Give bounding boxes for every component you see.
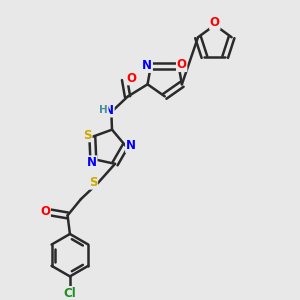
- Text: H: H: [99, 105, 108, 115]
- Text: O: O: [210, 16, 220, 29]
- Text: N: N: [87, 156, 97, 169]
- Text: S: S: [83, 129, 92, 142]
- Text: O: O: [126, 72, 136, 85]
- Text: N: N: [142, 59, 152, 72]
- Text: S: S: [89, 176, 98, 189]
- Text: N: N: [126, 139, 136, 152]
- Text: O: O: [40, 205, 50, 218]
- Text: N: N: [104, 104, 114, 117]
- Text: O: O: [177, 58, 187, 71]
- Text: Cl: Cl: [64, 287, 76, 300]
